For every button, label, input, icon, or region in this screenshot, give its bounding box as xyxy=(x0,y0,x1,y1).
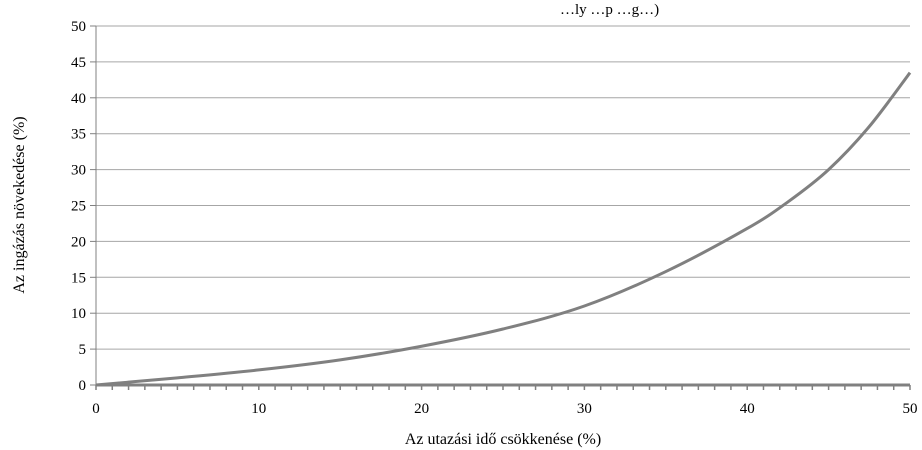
x-tick-label-3: 30 xyxy=(577,401,592,417)
data-point-1 xyxy=(176,376,179,379)
y-tick-label-7: 35 xyxy=(71,127,86,143)
data-point-8 xyxy=(746,227,749,230)
y-axis-title: Az ingázás növekedése (%) xyxy=(11,116,28,293)
y-tick-label-6: 30 xyxy=(71,163,86,179)
data-point-2 xyxy=(257,368,260,371)
y-tick-label-10: 50 xyxy=(71,19,86,35)
chart-title: …ly …p …g…) xyxy=(560,2,659,18)
chart-title-text: …ly …p …g…) xyxy=(560,2,659,18)
x-tick-label-2: 20 xyxy=(414,401,429,417)
y-tick-label-5: 25 xyxy=(71,199,86,215)
tick-labels: 0 5 10 15 20 25 30 35 40 45 50 0 10 20 30 40 50 xyxy=(71,19,918,417)
x-axis-title: Az utazási idő csökkenése (%) xyxy=(405,431,601,448)
series-layer xyxy=(95,71,912,387)
y-tick-label-1: 5 xyxy=(79,342,87,358)
y-tick-label-9: 45 xyxy=(71,55,86,71)
data-point-0 xyxy=(95,384,98,387)
y-tick-label-3: 15 xyxy=(71,270,86,286)
x-tick-label-4: 40 xyxy=(740,401,755,417)
x-tick-label-5: 50 xyxy=(903,401,918,417)
series-line xyxy=(95,71,912,387)
y-tick-label-0: 0 xyxy=(79,378,87,394)
data-point-11 xyxy=(868,125,871,128)
data-point-4 xyxy=(420,345,423,348)
data-point-12 xyxy=(909,71,912,74)
x-tick-label-0: 0 xyxy=(92,401,100,417)
data-point-6 xyxy=(583,305,586,308)
data-point-5 xyxy=(502,327,505,330)
x-tick-label-1: 10 xyxy=(251,401,266,417)
y-tick-label-2: 10 xyxy=(71,306,86,322)
grid xyxy=(96,25,910,350)
data-point-7 xyxy=(664,270,667,273)
data-point-10 xyxy=(827,168,830,171)
axes xyxy=(90,25,911,390)
y-tick-label-8: 40 xyxy=(71,91,86,107)
data-point-9 xyxy=(786,200,789,203)
data-point-3 xyxy=(339,358,342,361)
y-tick-label-4: 20 xyxy=(71,234,86,250)
